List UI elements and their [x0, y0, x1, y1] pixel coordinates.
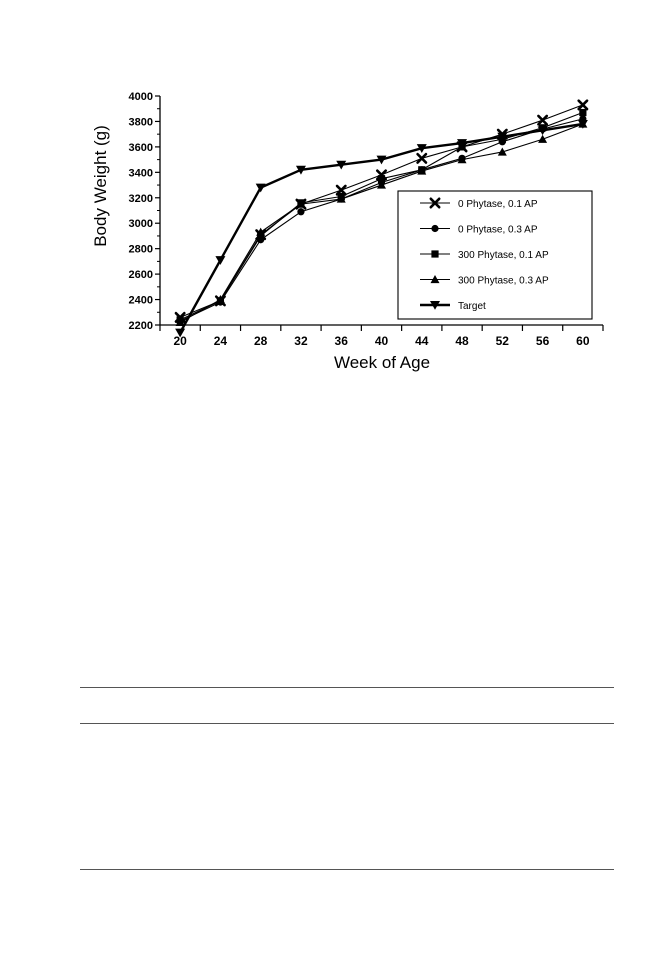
data-point: [257, 232, 265, 240]
x-tick-label: 60: [576, 334, 590, 348]
data-point: [175, 317, 185, 327]
series-3: [175, 119, 588, 327]
data-point: [296, 199, 306, 208]
data-point: [579, 108, 587, 117]
table-bottom-rule: [80, 869, 614, 870]
data-point: [297, 208, 305, 216]
y-tick-label: 3800: [129, 116, 153, 128]
data-point: [457, 139, 468, 148]
data-point: [175, 328, 186, 338]
y-tick-label: 2400: [129, 295, 153, 307]
x-tick-label: 32: [294, 334, 308, 348]
data-point: [255, 183, 266, 193]
legend-marker: [431, 224, 439, 233]
legend-marker: [430, 301, 440, 310]
data-point: [256, 227, 266, 236]
data-point: [497, 147, 507, 156]
data-point: [215, 256, 226, 265]
x-tick-label: 40: [375, 334, 389, 348]
data-point-stroke: [577, 99, 589, 111]
legend-marker-stroke: [429, 197, 441, 209]
data-point: [215, 295, 225, 304]
x-tick-label: 28: [254, 334, 268, 348]
data-point: [417, 166, 427, 175]
x-tick-label: 44: [415, 334, 429, 348]
legend-box: [397, 190, 593, 320]
legend-entry: 300 Phytase, 0.1 AP: [458, 250, 549, 261]
legend-marker: [430, 275, 440, 284]
y-tick-label: 2600: [129, 269, 153, 281]
y-tick-label: 3600: [129, 142, 153, 154]
legend-marker: [431, 250, 439, 258]
y-tick-label: 3400: [129, 167, 153, 179]
legend-entry: 300 Phytase, 0.3 AP: [458, 276, 549, 287]
x-tick-label: 24: [214, 334, 228, 348]
body-weight-chart: 2200 2400 2600 2800 3000 3200 3400 3600 3800 4000…: [91, 91, 604, 372]
legend: 0 Phytase, 0.1 AP 0 Phytase, 0.3 AP 300 Ph…: [397, 190, 593, 320]
x-tick-label: 20: [173, 334, 187, 348]
data-point: [537, 126, 548, 136]
data-point-stroke: [416, 152, 428, 164]
data-point: [377, 175, 386, 183]
legend-marker: [429, 197, 441, 209]
y-tick-label: 2800: [129, 244, 153, 256]
data-point: [416, 144, 427, 153]
series-layer: [174, 99, 589, 338]
y-tick-label: 3000: [129, 218, 153, 230]
x-tick-label: 52: [496, 334, 510, 348]
data-point: [416, 152, 428, 164]
axes: 2200 2400 2600 2800 3000 3200 3400 3600 3800 4000…: [129, 91, 604, 348]
data-point: [497, 132, 508, 142]
data-point: [457, 155, 467, 164]
x-tick-label: 48: [455, 334, 469, 348]
data-point: [538, 134, 548, 143]
data-point: [577, 119, 588, 129]
data-point: [537, 114, 549, 126]
data-point-stroke: [537, 114, 549, 126]
data-point: [377, 180, 386, 189]
table-top-rule: [80, 687, 614, 688]
y-tick-label: 3200: [129, 193, 153, 205]
x-axis-label: Week of Age: [334, 353, 430, 372]
data-point: [336, 194, 346, 203]
y-tick-label: 4000: [129, 91, 153, 103]
data-point: [295, 165, 306, 175]
y-tick-label: 2200: [129, 320, 153, 332]
data-point: [577, 99, 589, 111]
y-axis-label: Body Weight (g): [91, 125, 110, 247]
data-point: [336, 160, 347, 170]
x-tick-label: 56: [536, 334, 550, 348]
data-point: [376, 155, 387, 165]
legend-entry: Target: [458, 301, 486, 312]
x-tick-label: 36: [335, 334, 349, 348]
legend-entry: 0 Phytase, 0.1 AP: [458, 199, 538, 210]
table-header-rule: [80, 723, 614, 724]
legend-entry: 0 Phytase, 0.3 AP: [458, 225, 538, 236]
series-4: [175, 119, 588, 338]
